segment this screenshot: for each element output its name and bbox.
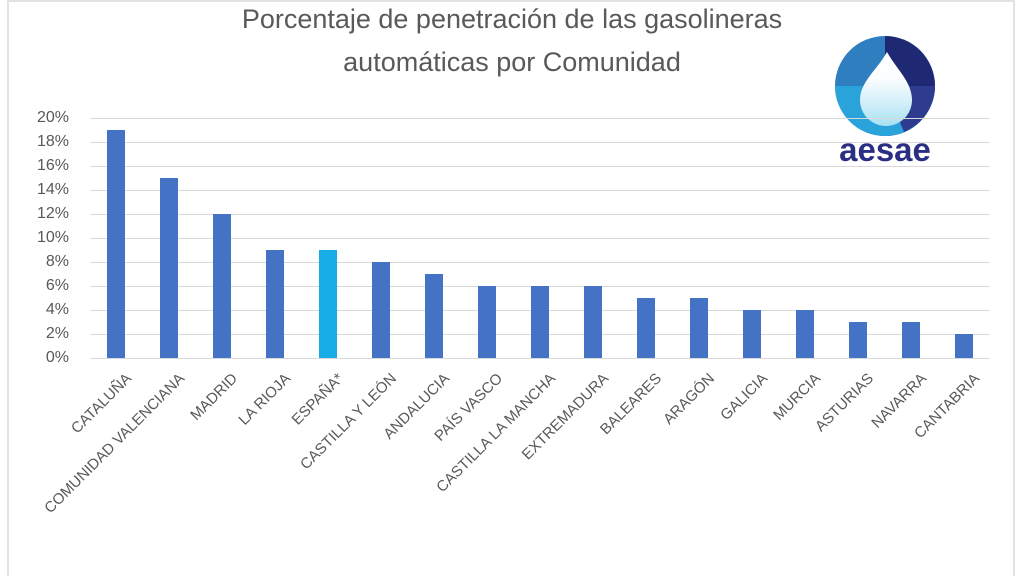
y-axis-tick-label: 20% (36, 109, 69, 126)
gridline (90, 166, 990, 167)
x-axis-category-label: PAÍS VASCO (431, 370, 507, 445)
bar (160, 178, 179, 358)
bar (478, 286, 497, 358)
x-axis-category-label: MADRID (187, 370, 242, 424)
y-axis-tick-label: 16% (36, 157, 69, 174)
bar (107, 130, 126, 358)
gridline (90, 190, 990, 191)
bar (425, 274, 444, 358)
y-axis-tick-label: 18% (36, 133, 69, 150)
bar (531, 286, 549, 358)
bar (213, 214, 232, 358)
x-axis-category-label: ASTURIAS (811, 370, 877, 436)
gridline (90, 214, 990, 215)
bar (636, 298, 655, 358)
x-axis-category-label: CASTILLA LA MANCHA (433, 370, 560, 496)
x-axis-category-label: CANTABRIA (910, 370, 983, 442)
gridline (90, 262, 990, 263)
chart-title-line2: automáticas por Comunidad (343, 47, 681, 77)
y-axis-tick-label: 10% (36, 229, 69, 246)
chart-title-line1: Porcentaje de penetración de las gasolin… (241, 4, 783, 34)
x-axis-category-label: GALICIA (716, 370, 771, 424)
y-axis-tick-label: 0% (45, 349, 69, 366)
bar-highlighted (319, 250, 338, 358)
bar (954, 334, 973, 358)
chart-title: Porcentaje de penetración de las gasolin… (0, 0, 1024, 84)
gridline (90, 238, 990, 239)
y-axis-tick-label: 6% (45, 277, 69, 294)
bar (848, 322, 867, 358)
gridline (90, 142, 990, 143)
bar (266, 250, 285, 358)
bar (901, 322, 920, 358)
x-axis-category-label: ESPAÑA* (288, 370, 348, 429)
aesae-logo: aesae (833, 36, 937, 166)
bar (583, 286, 602, 358)
plot-area: 20% 18% 16% 14% 12% 10% 8% 6% 4% 2% 0% CATALUÑA COM… (37, 109, 990, 517)
y-axis-tick-label: 12% (36, 205, 69, 222)
x-axis-category-label: CASTILLA Y LEÓN (297, 370, 401, 474)
y-axis-tick-label: 14% (36, 181, 69, 198)
y-axis-tick-label: 8% (45, 253, 69, 270)
y-axis-tick-label: 2% (45, 325, 69, 342)
aesae-sphere-icon (835, 36, 935, 136)
x-axis-category-label: NAVARRA (867, 370, 930, 432)
gridline (90, 358, 990, 359)
bar (795, 310, 814, 358)
gridline (90, 118, 990, 119)
x-axis-category-label: ANDALUCIA (380, 370, 454, 443)
bar (742, 310, 761, 358)
aesae-wordmark: aesae (839, 131, 931, 168)
x-axis-category-label: LA RIOJA (235, 370, 295, 429)
x-axis-category-label: EXTREMADURA (518, 370, 612, 464)
x-axis-category-label: ARAGÓN (659, 370, 718, 428)
x-axis-category-label: BALEARES (596, 370, 665, 439)
y-axis-tick-label: 4% (45, 301, 69, 318)
x-axis-category-label: MURCIA (769, 370, 824, 424)
bar (689, 298, 708, 358)
bar (372, 262, 391, 358)
